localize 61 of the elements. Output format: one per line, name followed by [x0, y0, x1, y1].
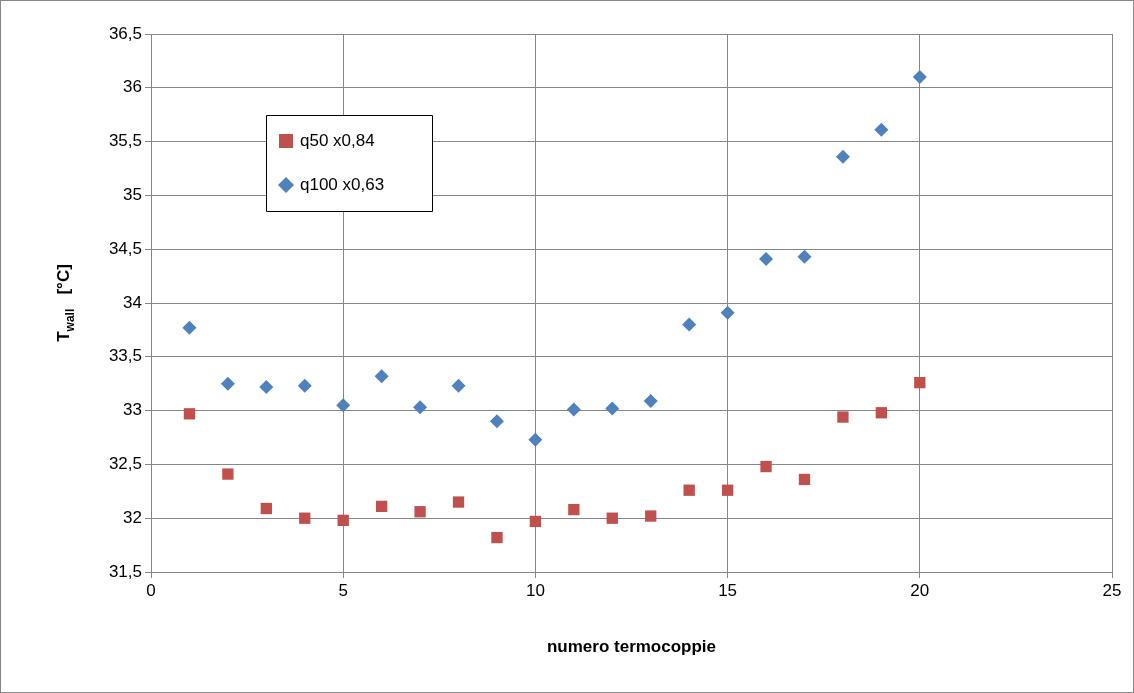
- point: [875, 407, 888, 419]
- point: [798, 473, 811, 486]
- point: [912, 70, 927, 85]
- point: [914, 376, 926, 389]
- x-tick-label: 10: [525, 580, 545, 600]
- y-tick-label: 32: [123, 507, 142, 527]
- point: [336, 398, 351, 413]
- point: [682, 317, 697, 332]
- x-tick-label: 25: [1102, 580, 1122, 600]
- point: [489, 414, 504, 429]
- point: [451, 378, 466, 393]
- point: [413, 400, 428, 415]
- point: [645, 510, 657, 522]
- y-tick-label: 33,5: [108, 346, 142, 366]
- point: [835, 149, 850, 164]
- x-tick-label: 0: [146, 580, 156, 600]
- point: [491, 531, 503, 544]
- point: [299, 512, 311, 524]
- point: [605, 401, 620, 416]
- y-tick-label: 32,5: [108, 454, 142, 474]
- point: [529, 515, 542, 528]
- point: [220, 376, 235, 391]
- point: [797, 249, 812, 264]
- point: [606, 512, 618, 524]
- point: [643, 393, 658, 408]
- point: [760, 460, 772, 473]
- point: [759, 251, 774, 266]
- point: [297, 378, 312, 393]
- point: [528, 432, 543, 447]
- legend-label: q50 x0,84: [300, 130, 375, 150]
- y-tick-label: 35,5: [108, 131, 142, 151]
- point: [374, 369, 389, 384]
- point: [260, 502, 272, 515]
- point: [721, 484, 734, 496]
- point: [568, 503, 580, 516]
- y-tick-label: 34,5: [108, 238, 142, 258]
- point: [837, 411, 849, 423]
- point: [375, 500, 388, 513]
- y-tick-label: 35: [123, 185, 142, 205]
- point: [874, 122, 889, 137]
- y-tick-label: 36: [123, 77, 142, 97]
- point: [720, 305, 735, 320]
- y-tick-label: 31,5: [108, 561, 142, 581]
- legend-label: q100 x0,63: [300, 174, 385, 194]
- point: [414, 506, 426, 518]
- point: [452, 496, 465, 508]
- x-tick-label: 20: [910, 580, 930, 600]
- point: [183, 408, 196, 420]
- x-tick-label: 15: [718, 580, 738, 600]
- y-tick-label: 34: [123, 292, 142, 312]
- point: [337, 514, 349, 527]
- y-tick-label: 33: [123, 400, 142, 420]
- y-tick-label: 36,5: [108, 23, 142, 43]
- point: [182, 320, 197, 335]
- point: [566, 402, 581, 417]
- point: [683, 484, 695, 496]
- x-tick-label: 5: [338, 580, 348, 600]
- x-axis-title: numero termocoppie: [546, 636, 717, 656]
- point: [259, 379, 274, 394]
- point: [222, 468, 234, 480]
- y-axis-title: Twall [°C]: [54, 264, 77, 342]
